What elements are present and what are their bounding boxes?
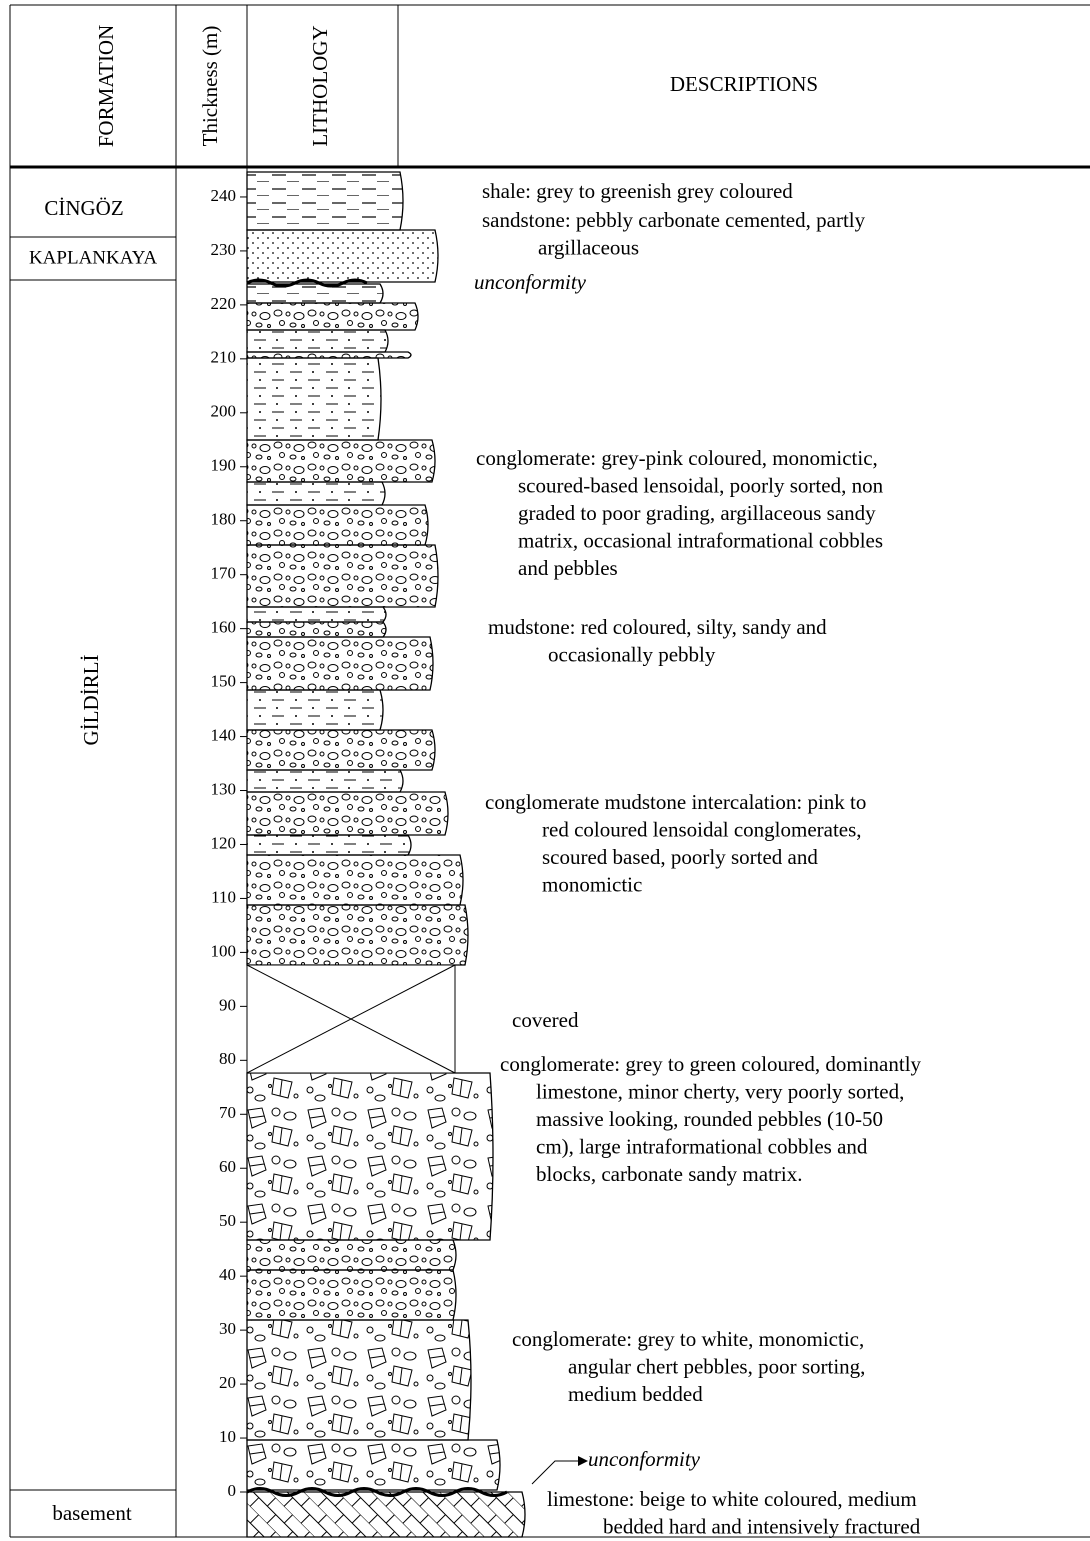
rock-layer xyxy=(247,905,468,965)
formation-name: basement xyxy=(52,1501,131,1525)
description-line: matrix, occasional intraformational cobb… xyxy=(518,528,883,552)
description-line: mudstone: red coloured, silty, sandy and xyxy=(488,615,827,639)
formation-name: CİNGÖZ xyxy=(44,196,123,220)
description-line: monomictic xyxy=(542,872,642,896)
tick-label: 160 xyxy=(211,618,237,637)
rock-layer xyxy=(247,545,438,607)
rock-layer xyxy=(247,1320,471,1440)
description-line: unconformity xyxy=(474,270,587,294)
rock-layer xyxy=(247,622,386,637)
description-line: graded to poor grading, argillaceous san… xyxy=(518,501,876,525)
tick-label: 90 xyxy=(219,995,236,1014)
description-line: conglomerate: grey to green coloured, do… xyxy=(500,1052,922,1076)
tick-label: 120 xyxy=(211,833,237,852)
header-formation: FORMATION xyxy=(94,25,118,148)
rock-layer xyxy=(247,482,385,505)
covered-interval xyxy=(247,965,455,1073)
description-line: conglomerate mudstone intercalation: pin… xyxy=(485,790,866,814)
rock-layer xyxy=(247,1492,525,1537)
description-line: medium bedded xyxy=(568,1382,703,1406)
tick-label: 20 xyxy=(219,1373,236,1392)
description-line: limestone, minor cherty, very poorly sor… xyxy=(536,1079,904,1103)
rock-layer xyxy=(247,352,411,358)
tick-label: 10 xyxy=(219,1427,236,1446)
tick-label: 110 xyxy=(211,887,236,906)
description-line: covered xyxy=(512,1008,579,1032)
rock-layer xyxy=(247,358,381,440)
tick-label: 50 xyxy=(219,1211,236,1230)
description-line: massive looking, rounded pebbles (10-50 xyxy=(536,1107,883,1131)
formation-name: KAPLANKAYA xyxy=(29,247,157,268)
tick-label: 0 xyxy=(228,1481,237,1500)
description-line: shale: grey to greenish grey coloured xyxy=(482,179,793,203)
tick-label: 190 xyxy=(211,456,237,475)
tick-label: 200 xyxy=(211,402,237,421)
description-line: limestone: beige to white coloured, medi… xyxy=(547,1487,917,1511)
rock-layer xyxy=(247,637,433,690)
rock-layer xyxy=(247,1073,493,1240)
description-line: blocks, carbonate sandy matrix. xyxy=(536,1162,803,1186)
description-line: scoured-based lensoidal, poorly sorted, … xyxy=(518,473,884,497)
rock-layer xyxy=(247,792,448,835)
tick-label: 60 xyxy=(219,1157,236,1176)
rock-layer xyxy=(247,1240,456,1270)
rock-layer xyxy=(247,1270,456,1320)
arrow xyxy=(532,1461,578,1484)
rock-layer xyxy=(247,770,403,792)
tick-label: 30 xyxy=(219,1319,236,1338)
rock-layer xyxy=(247,440,435,482)
rock-layer xyxy=(247,303,418,330)
rock-layer xyxy=(247,284,383,303)
description-line: and pebbles xyxy=(518,556,618,580)
header-thickness: Thickness (m) xyxy=(198,26,222,147)
rock-layer xyxy=(247,230,438,282)
description-line: bedded hard and intensively fractured xyxy=(603,1514,921,1538)
tick-label: 170 xyxy=(211,564,237,583)
description-line: unconformity xyxy=(588,1447,701,1471)
rock-layer xyxy=(247,330,388,352)
rock-layer xyxy=(247,690,383,730)
tick-label: 240 xyxy=(211,186,237,205)
description-line: conglomerate: grey to white, monomictic, xyxy=(512,1327,864,1351)
description-line: argillaceous xyxy=(538,235,639,259)
description-line: conglomerate: grey-pink coloured, monomi… xyxy=(476,446,878,470)
tick-label: 130 xyxy=(211,779,237,798)
rock-layer xyxy=(247,835,411,855)
description-line: cm), large intraformational cobbles and xyxy=(536,1134,868,1158)
rock-layer xyxy=(247,730,435,770)
tick-label: 140 xyxy=(211,725,237,744)
lithology-column xyxy=(247,172,525,1537)
tick-label: 210 xyxy=(211,348,237,367)
description-line: sandstone: pebbly carbonate cemented, pa… xyxy=(482,208,866,232)
tick-label: 230 xyxy=(211,240,237,259)
page: FORMATION Thickness (m) LITHOLOGY DESCRI… xyxy=(0,0,1090,1541)
header-descriptions: DESCRIPTIONS xyxy=(670,72,818,96)
description-line: scoured based, poorly sorted and xyxy=(542,845,818,869)
tick-label: 80 xyxy=(219,1049,236,1068)
tick-label: 180 xyxy=(211,510,237,529)
tick-label: 150 xyxy=(211,672,237,691)
rock-layer xyxy=(247,607,386,622)
rock-layer xyxy=(247,172,403,230)
arrow-head xyxy=(578,1456,588,1466)
rock-layer xyxy=(247,855,463,905)
description-line: angular chert pebbles, poor sorting, xyxy=(568,1354,865,1378)
tick-label: 220 xyxy=(211,294,237,313)
description-line: occasionally pebbly xyxy=(548,642,716,666)
header-lithology: LITHOLOGY xyxy=(308,25,332,146)
rock-layer xyxy=(247,505,428,545)
rock-layer xyxy=(247,1440,500,1490)
tick-label: 70 xyxy=(219,1103,236,1122)
formation-name: GİLDİRLİ xyxy=(79,655,103,746)
tick-label: 100 xyxy=(211,941,237,960)
tick-label: 40 xyxy=(219,1265,236,1284)
stratigraphic-column: FORMATION Thickness (m) LITHOLOGY DESCRI… xyxy=(0,0,1090,1541)
description-line: red coloured lensoidal conglomerates, xyxy=(542,817,862,841)
